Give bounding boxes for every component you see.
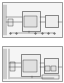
Bar [23,60,37,72]
Bar [51,66,56,71]
Bar [45,15,58,27]
Bar [22,11,40,31]
Bar [21,54,40,76]
Bar [2,46,62,81]
Bar [2,2,62,37]
Bar [42,75,59,79]
Bar [24,16,37,27]
Bar [45,66,50,71]
Bar [10,62,15,71]
Bar [8,19,13,26]
Bar [44,58,58,73]
